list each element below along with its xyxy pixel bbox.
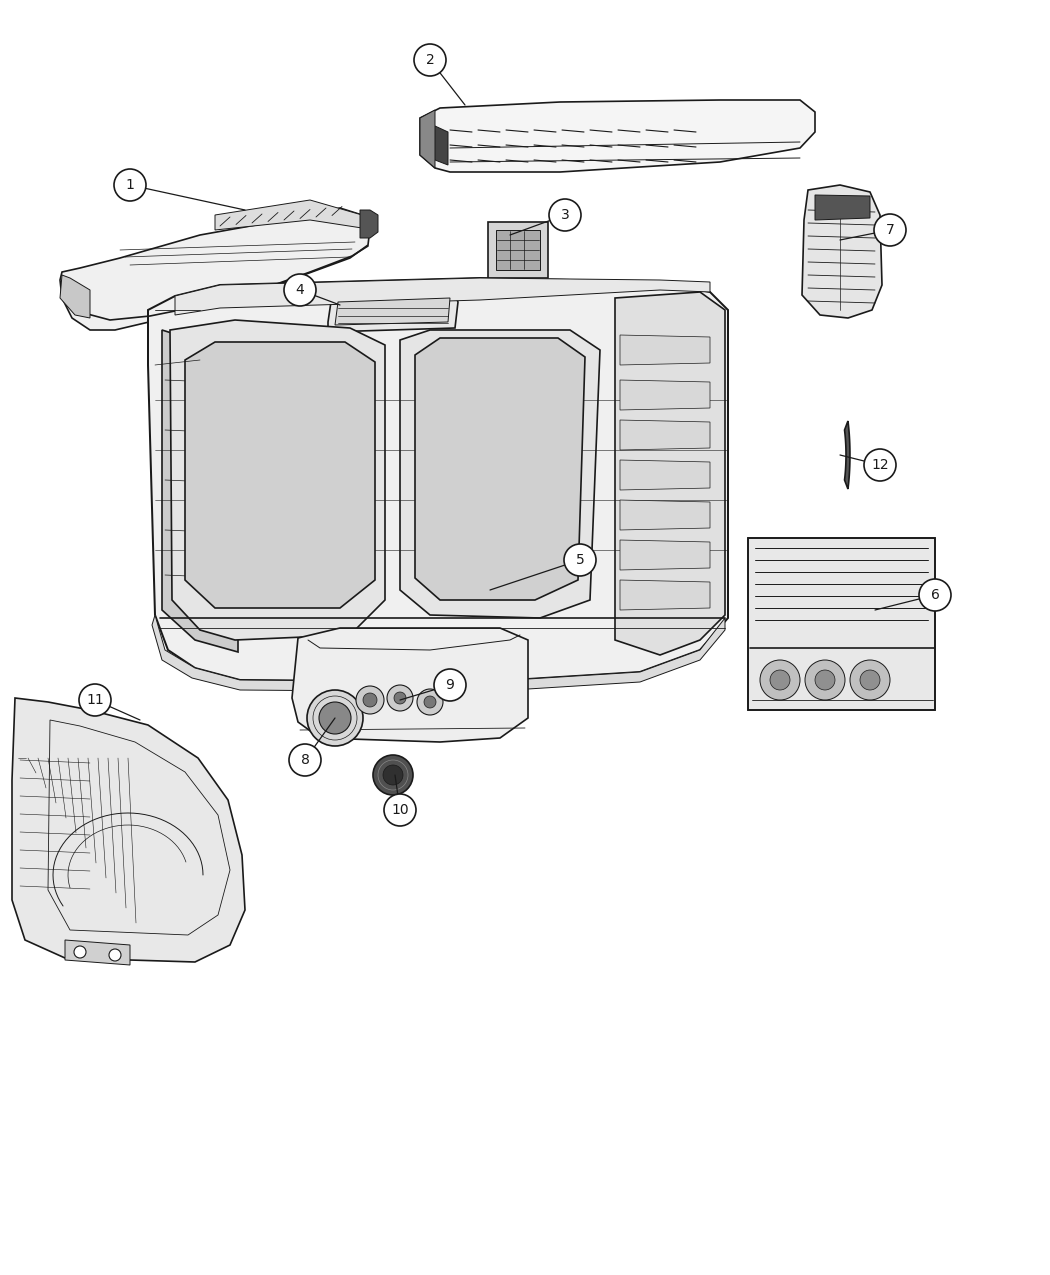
Circle shape	[394, 692, 406, 704]
Text: 5: 5	[575, 553, 585, 567]
Text: 8: 8	[300, 754, 310, 768]
Polygon shape	[60, 275, 90, 317]
Polygon shape	[802, 185, 882, 317]
Polygon shape	[620, 335, 710, 365]
Circle shape	[289, 745, 321, 776]
Text: 9: 9	[445, 678, 455, 692]
Polygon shape	[422, 120, 448, 164]
Polygon shape	[748, 538, 934, 710]
Circle shape	[284, 274, 316, 306]
Circle shape	[356, 686, 384, 714]
Text: 12: 12	[872, 458, 888, 472]
Polygon shape	[175, 278, 710, 315]
Text: 2: 2	[425, 54, 435, 68]
Circle shape	[919, 579, 951, 611]
Polygon shape	[620, 460, 710, 490]
Polygon shape	[620, 541, 710, 570]
Circle shape	[864, 449, 896, 481]
Circle shape	[860, 669, 880, 690]
Polygon shape	[420, 110, 435, 168]
Circle shape	[383, 765, 403, 785]
Polygon shape	[60, 208, 370, 330]
Circle shape	[79, 683, 111, 717]
Circle shape	[319, 703, 351, 734]
Polygon shape	[620, 380, 710, 411]
Polygon shape	[292, 629, 528, 742]
Polygon shape	[615, 292, 724, 655]
Circle shape	[414, 45, 446, 76]
Text: 6: 6	[930, 588, 940, 602]
Circle shape	[815, 669, 835, 690]
Polygon shape	[844, 421, 849, 490]
Polygon shape	[420, 99, 815, 172]
Text: 4: 4	[296, 283, 304, 297]
Circle shape	[434, 669, 466, 701]
Polygon shape	[65, 940, 130, 965]
Circle shape	[549, 199, 581, 231]
Polygon shape	[328, 295, 458, 332]
Polygon shape	[620, 580, 710, 609]
Circle shape	[384, 794, 416, 826]
Circle shape	[363, 694, 377, 708]
Polygon shape	[400, 330, 600, 618]
Polygon shape	[620, 419, 710, 450]
Polygon shape	[620, 500, 710, 530]
Circle shape	[770, 669, 790, 690]
Polygon shape	[185, 342, 375, 608]
Polygon shape	[170, 320, 385, 640]
Text: 1: 1	[126, 179, 134, 193]
Circle shape	[387, 685, 413, 711]
Polygon shape	[415, 338, 585, 601]
Circle shape	[373, 755, 413, 796]
Polygon shape	[162, 330, 238, 652]
Text: 7: 7	[885, 223, 895, 237]
Text: 3: 3	[561, 208, 569, 222]
Polygon shape	[148, 278, 728, 682]
Polygon shape	[488, 222, 548, 278]
Polygon shape	[815, 195, 870, 221]
Circle shape	[109, 949, 121, 961]
Circle shape	[760, 660, 800, 700]
Circle shape	[805, 660, 845, 700]
Circle shape	[114, 170, 146, 201]
Polygon shape	[12, 697, 245, 963]
Polygon shape	[335, 298, 450, 325]
Polygon shape	[215, 200, 362, 230]
Circle shape	[564, 544, 596, 576]
Text: 10: 10	[392, 803, 408, 817]
Circle shape	[74, 946, 86, 958]
Circle shape	[417, 688, 443, 715]
Circle shape	[424, 696, 436, 708]
Polygon shape	[496, 230, 540, 270]
Circle shape	[307, 690, 363, 746]
Circle shape	[850, 660, 890, 700]
Polygon shape	[360, 210, 378, 238]
Circle shape	[874, 214, 906, 246]
Polygon shape	[152, 615, 724, 692]
Text: 11: 11	[86, 694, 104, 708]
